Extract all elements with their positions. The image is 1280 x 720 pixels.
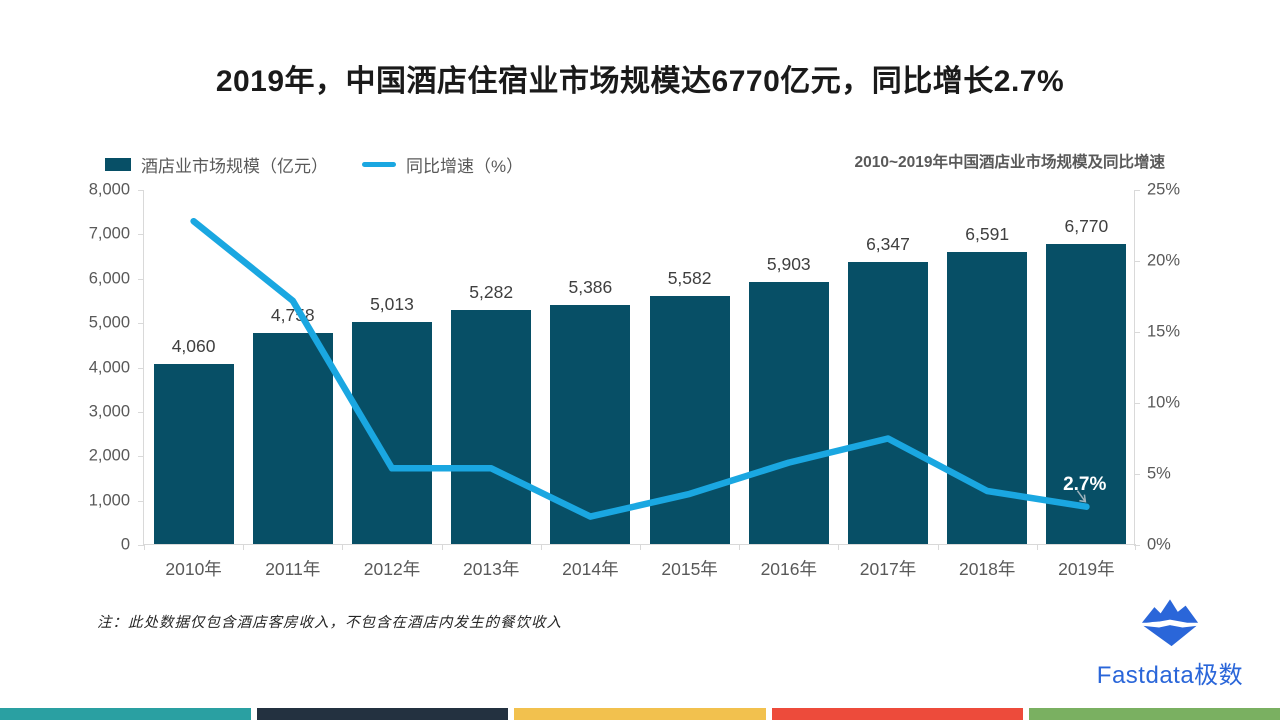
y-axis-label-right: 5% (1147, 464, 1171, 483)
x-axis-tick (937, 544, 939, 550)
legend-line-label: 同比增速（%） (406, 157, 524, 176)
y-axis-label-left: 0 (120, 535, 130, 554)
bar-value-label: 5,582 (667, 268, 712, 289)
x-axis-tick (243, 544, 245, 550)
y-axis-label-left: 1,000 (88, 491, 130, 510)
bar-value-label: 5,903 (766, 254, 811, 275)
y-axis-tick-left (138, 411, 144, 413)
y-axis-label-left: 2,000 (88, 446, 130, 465)
brand-name: Fastdata极数 (1096, 662, 1244, 689)
x-axis-tick (739, 544, 741, 550)
bar-2019年 (1046, 243, 1127, 544)
footer-color-segment (771, 708, 1023, 720)
y-axis-tick-right (1134, 190, 1140, 191)
x-tick-label: 2012年 (363, 559, 421, 579)
x-tick-label: 2010年 (165, 559, 222, 579)
iceberg-icon (1141, 599, 1199, 647)
growth-line-chart (190, 217, 1090, 520)
bar-2010年 (153, 363, 234, 544)
footer-color-segment (1028, 708, 1280, 720)
line-end-arrow-icon (1076, 490, 1087, 503)
x-tick-label: 2019年 (1058, 559, 1115, 579)
last-point-label: 2.7% (1063, 473, 1107, 495)
page-title: 2019年，中国酒店住宿业市场规模达6770亿元，同比增长2.7% (215, 65, 1065, 98)
y-axis-label-right: 20% (1147, 251, 1181, 270)
legend-bar-label: 酒店业市场规模（亿元） (141, 157, 328, 176)
y-axis-label-left: 7,000 (88, 224, 130, 243)
chart-legend: 酒店业市场规模（亿元） 同比增速（%） (105, 152, 523, 177)
x-axis-tick (640, 544, 641, 550)
x-axis-tick (1036, 544, 1038, 550)
bar-value-label: 6,770 (1064, 215, 1109, 236)
y-axis-tick-left (138, 367, 144, 369)
growth-line (190, 217, 1090, 520)
y-axis-tick-right (1134, 403, 1140, 404)
bar-2013年 (451, 309, 532, 544)
bar-2012年 (352, 321, 432, 544)
bar-value-label: 5,386 (568, 277, 613, 297)
y-axis-tick-left (138, 323, 144, 325)
x-tick-label: 2013年 (462, 559, 520, 579)
y-axis-label-right: 0% (1147, 535, 1171, 554)
bar-2011年 (252, 332, 333, 544)
plot-area: 8,000 7,000 6,000 5,000 4,000 3,000 2,000 1,000… (89, 181, 1180, 580)
x-axis-tick (838, 544, 840, 550)
footer-color-strip (0, 708, 1280, 720)
y-axis-tick-right (1134, 545, 1140, 546)
bar-series-swatch-icon (105, 158, 131, 171)
x-axis-tick (1135, 544, 1136, 550)
footer-color-segment (257, 708, 509, 720)
y-axis-label-right: 25% (1147, 180, 1181, 199)
x-tick-label: 2017年 (859, 559, 917, 579)
x-tick-label: 2018年 (958, 559, 1016, 579)
bar-value-label: 5,013 (370, 293, 414, 314)
line-series-swatch-icon (362, 162, 396, 167)
y-axis-tick-left (138, 500, 144, 502)
y-axis-tick-right (1134, 261, 1140, 262)
y-axis-tick-right (1134, 332, 1140, 333)
x-tick-label: 2016年 (760, 559, 817, 579)
y-axis-tick-left (138, 545, 144, 546)
y-axis-label-right: 10% (1147, 393, 1181, 412)
footer-color-segment (514, 708, 766, 720)
y-axis-label-right: 15% (1147, 322, 1181, 341)
y-axis-tick-right (1134, 474, 1140, 475)
y-axis-label-left: 3,000 (88, 402, 130, 421)
y-axis-tick-left (138, 190, 144, 191)
bar-2017年 (848, 262, 928, 544)
brand-logo: Fastdata极数 (1080, 596, 1260, 690)
bar-value-label: 6,591 (965, 223, 1010, 244)
x-axis-tick (144, 544, 145, 550)
x-tick-label: 2011年 (265, 559, 321, 579)
y-axis-tick-left (138, 278, 144, 280)
y-axis-tick-left (138, 456, 144, 458)
bar-2016年 (748, 282, 829, 544)
x-tick-label: 2015年 (661, 559, 718, 579)
y-axis-label-left: 4,000 (88, 358, 130, 376)
chart-subtitle: 2010~2019年中国酒店业市场规模及同比增速 (854, 154, 1165, 171)
x-axis-tick (540, 544, 542, 550)
bar-value-label: 5,282 (469, 281, 514, 302)
footer-color-segment (0, 708, 252, 720)
x-axis-tick (342, 544, 344, 550)
bar-value-label: 6,347 (866, 234, 910, 255)
x-tick-label: 2014年 (562, 559, 619, 579)
y-axis-label-left: 5,000 (88, 313, 130, 332)
y-axis-label-left: 6,000 (88, 269, 130, 288)
x-axis-tick (441, 544, 443, 550)
footnote: 注：此处数据仅包含酒店客房收入，不包含在酒店内发生的餐饮收入 (97, 615, 562, 631)
bar-value-label: 4,060 (171, 335, 216, 356)
y-axis-label-left: 8,000 (88, 180, 130, 199)
y-axis-tick-left (138, 234, 144, 236)
